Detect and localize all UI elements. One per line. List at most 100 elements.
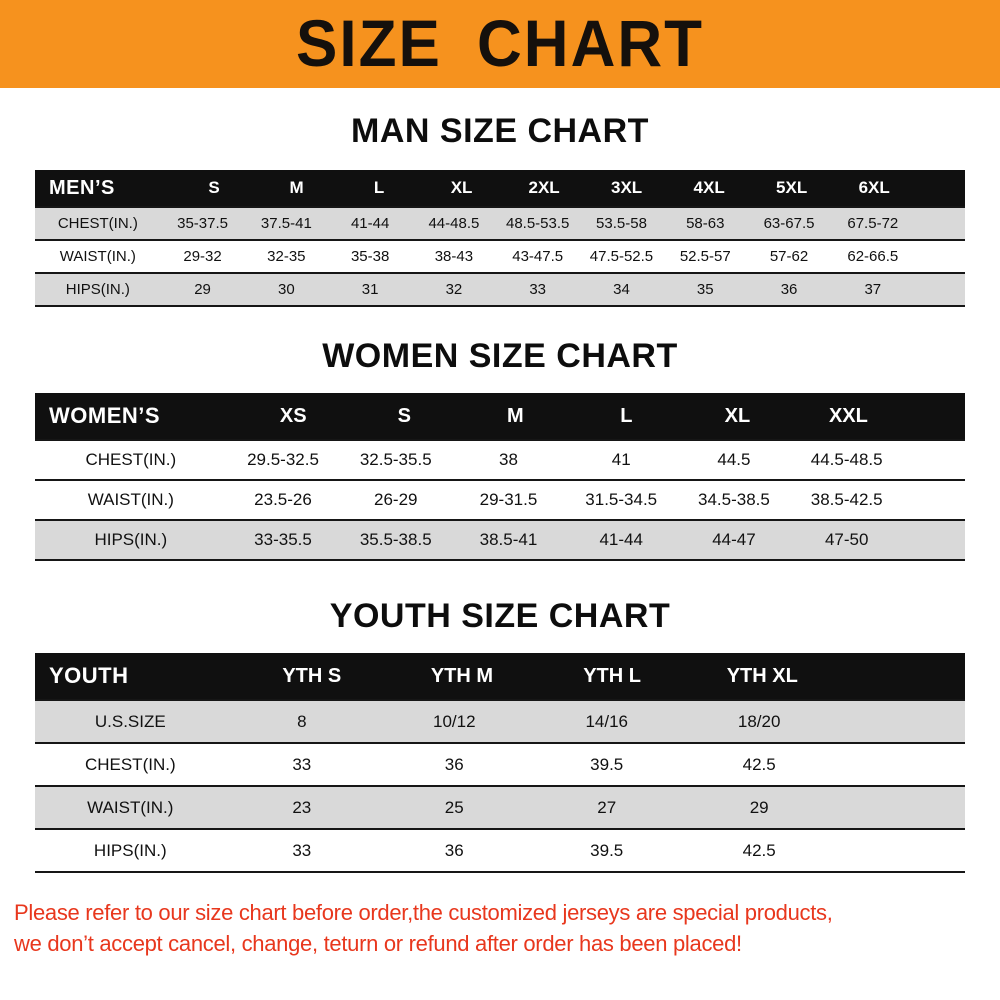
value-cell: 42.5	[742, 754, 776, 774]
value-cell: 41-44	[599, 530, 643, 549]
table-row: U.S.SIZE 8 10/12 14/16 18/20	[35, 701, 965, 744]
value-cell: 26-29	[374, 490, 418, 509]
value-cell: 33	[529, 281, 547, 298]
value-cell: 58-63	[686, 215, 725, 232]
value-cell: 47-50	[824, 530, 869, 549]
table-row: HIPS(IN.) 29 30 31 32 33 34 35 36 37	[35, 274, 965, 307]
youth-section-heading: YOUTH SIZE CHART	[329, 597, 671, 635]
table-row: CHEST(IN.) 33 36 39.5 42.5	[35, 744, 965, 787]
value-cell: 62-66.5	[847, 248, 899, 265]
value-cell: 44-47	[712, 530, 756, 549]
row-label-cell: HIPS(IN.)	[94, 530, 168, 549]
value-cell: 39.5	[590, 754, 624, 774]
value-cell: 38.5-42.5	[810, 490, 883, 509]
row-label-cell: WAIST(IN.)	[59, 248, 136, 265]
value-cell: 44.5	[717, 450, 751, 469]
value-cell: 32-35	[267, 248, 306, 265]
column-header-cell: 3XL	[611, 178, 643, 197]
value-cell: 37	[864, 281, 882, 298]
table-header-row: WOMEN’S XS S M L XL XXL	[35, 393, 965, 441]
table-row: CHEST(IN.) 35-37.5 37.5-41 41-44 44-48.5 48.5…	[35, 208, 965, 241]
value-cell: 29-31.5	[479, 490, 538, 509]
women-size-table: WOMEN’S XS S M L XL XXL CHEST(IN.) 29.5-32.5 32.5…	[35, 393, 965, 561]
column-header-cell: YTH M	[430, 664, 494, 687]
value-cell: 23	[292, 797, 312, 817]
table-row: WAIST(IN.) 29-32 32-35 35-38 38-43 43-47.5 47.…	[35, 241, 965, 274]
value-cell: 42.5	[742, 840, 776, 860]
value-cell: 27	[597, 797, 617, 817]
man-section-heading: MAN SIZE CHART	[351, 112, 649, 150]
disclaimer: Please refer to our size chart before or…	[14, 897, 990, 959]
column-header-cell: YTH S	[282, 664, 342, 687]
youth-size-table: YOUTH YTH S YTH M YTH L YTH XL U.S.SIZE 8 10/12…	[35, 653, 965, 873]
column-header-cell: YTH L	[583, 664, 641, 687]
column-header-cell: 4XL	[693, 178, 725, 197]
banner: SIZE CHART	[0, 0, 1000, 88]
value-cell: 33	[292, 754, 312, 774]
table-title-cell: MEN’S	[49, 176, 115, 199]
value-cell: 30	[278, 281, 295, 298]
value-cell: 39.5	[590, 840, 624, 860]
value-cell: 47.5-52.5	[589, 248, 654, 265]
value-cell: 14/16	[585, 711, 628, 731]
disclaimer-line-2: we don’t accept cancel, change, teturn o…	[14, 931, 742, 956]
table-row: WAIST(IN.) 23 25 27 29	[35, 787, 965, 830]
table-header-row: MEN’S S M L XL 2XL 3XL 4XL 5XL 6XL	[35, 170, 965, 208]
man-size-section: MAN SIZE CHART MEN’S S M L XL 2XL 3XL 4XL 5XL 6XL…	[0, 112, 1000, 307]
row-label-cell: HIPS(IN.)	[93, 840, 167, 860]
men-size-table: MEN’S S M L XL 2XL 3XL 4XL 5XL 6XL CHEST(IN.) 35-37…	[35, 170, 965, 307]
table-header-row: YOUTH YTH S YTH M YTH L YTH XL	[35, 653, 965, 701]
value-cell: 35.5-38.5	[359, 530, 432, 549]
value-cell: 35	[696, 281, 714, 298]
value-cell: 35-38	[350, 248, 390, 265]
value-cell: 8	[297, 711, 307, 731]
value-cell: 41-44	[350, 215, 390, 232]
column-header-cell: M	[289, 178, 304, 197]
youth-size-section: YOUTH SIZE CHART YOUTH YTH S YTH M YTH L YTH…	[0, 597, 1000, 873]
row-label-cell: WAIST(IN.)	[87, 490, 174, 509]
row-label-cell: WAIST(IN.)	[87, 797, 174, 817]
value-cell: 29.5-32.5	[247, 450, 319, 469]
value-cell: 44-48.5	[428, 215, 480, 232]
value-cell: 36	[444, 754, 464, 774]
column-header-cell: XL	[450, 178, 473, 197]
column-header-cell: L	[373, 178, 385, 197]
column-header-cell: YTH XL	[726, 664, 798, 687]
value-cell: 32	[445, 281, 463, 298]
value-cell: 29	[749, 797, 769, 817]
value-cell: 31	[361, 281, 379, 298]
row-label-cell: U.S.SIZE	[94, 711, 166, 731]
value-cell: 38	[499, 450, 518, 469]
value-cell: 34.5-38.5	[698, 490, 770, 509]
value-cell: 18/20	[737, 711, 781, 731]
table-row: HIPS(IN.) 33-35.5 35.5-38.5 38.5-41 41-44 44-…	[35, 521, 965, 561]
value-cell: 29	[194, 281, 211, 298]
women-section-heading: WOMEN SIZE CHART	[322, 337, 678, 375]
table-title-cell: WOMEN’S	[49, 403, 161, 428]
disclaimer-line-1: Please refer to our size chart before or…	[14, 900, 833, 925]
value-cell: 37.5-41	[260, 215, 312, 232]
value-cell: 53.5-58	[596, 215, 647, 232]
column-header-cell: XXL	[828, 404, 868, 427]
value-cell: 33-35.5	[254, 530, 312, 549]
value-cell: 23.5-26	[254, 490, 312, 509]
value-cell: 29-32	[183, 248, 222, 265]
value-cell: 35-37.5	[177, 215, 228, 232]
value-cell: 33	[292, 840, 312, 860]
value-cell: 34	[613, 281, 630, 298]
row-label-cell: HIPS(IN.)	[65, 281, 130, 298]
value-cell: 67.5-72	[847, 215, 899, 232]
column-header-cell: M	[506, 404, 524, 427]
column-header-cell: 2XL	[528, 178, 560, 197]
value-cell: 44.5-48.5	[810, 450, 883, 469]
value-cell: 41	[611, 450, 631, 469]
value-cell: 43-47.5	[512, 248, 564, 265]
table-title-cell: YOUTH	[49, 663, 129, 688]
column-header-cell: S	[397, 404, 411, 427]
value-cell: 32.5-35.5	[359, 450, 432, 469]
column-header-cell: 5XL	[776, 178, 808, 197]
value-cell: 36	[444, 840, 464, 860]
value-cell: 57-62	[769, 248, 809, 265]
value-cell: 52.5-57	[679, 248, 731, 265]
